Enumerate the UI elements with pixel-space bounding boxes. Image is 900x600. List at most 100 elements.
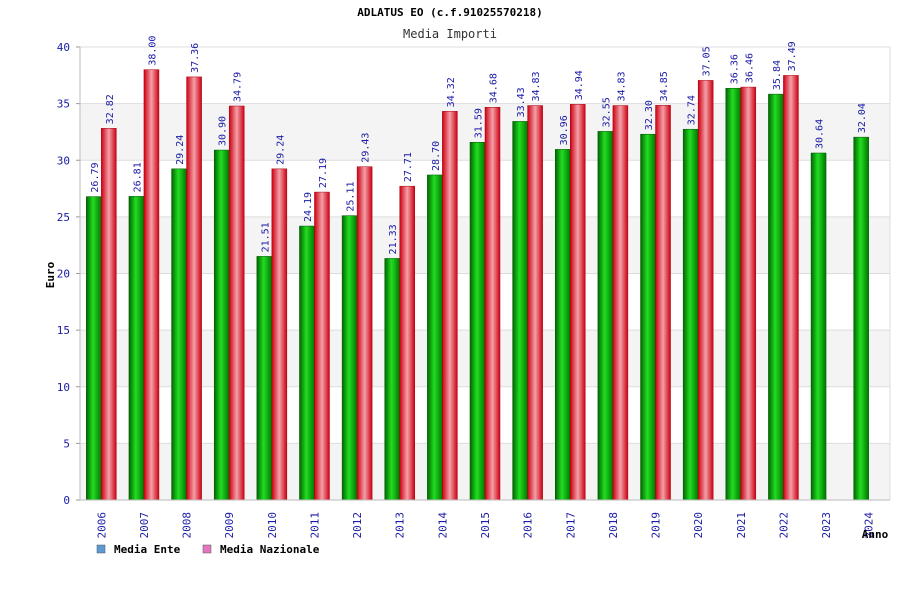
bar-media-nazionale <box>314 191 330 501</box>
bar-media-ente <box>299 225 315 501</box>
x-tick-label: 2020 <box>692 512 705 539</box>
data-label: 34.85 <box>659 71 670 101</box>
bar-media-ente <box>128 196 145 501</box>
axes-group: 0 5 10 15 20 25 30 35 40 2006 2007 2008 2009 2010 2011… <box>57 41 891 539</box>
bar-media-ente <box>597 131 614 501</box>
data-label: 28.70 <box>431 141 442 171</box>
y-tick-label: 10 <box>57 381 70 394</box>
data-labels-group: 26.79 32.82 26.81 38.00 29.24 37.36 30.90 34.79… <box>90 36 868 255</box>
x-tick-label: 2021 <box>735 512 748 539</box>
bar-media-ente <box>853 136 869 501</box>
data-label: 29.24 <box>275 135 286 165</box>
x-tick-label: 2022 <box>777 512 790 539</box>
data-label: 24.19 <box>303 192 314 222</box>
bar-media-nazionale <box>442 111 458 501</box>
bar-media-ente <box>86 196 102 501</box>
data-label: 34.83 <box>531 71 542 101</box>
x-tick-label: 2007 <box>138 512 151 539</box>
data-label: 36.46 <box>744 53 755 83</box>
bar-media-ente <box>555 149 571 501</box>
x-tick-label: 2009 <box>223 512 236 539</box>
data-label: 29.43 <box>361 133 372 163</box>
data-label: 27.71 <box>403 152 414 182</box>
x-tick-label: 2018 <box>607 512 620 539</box>
data-label: 30.90 <box>218 116 229 146</box>
bar-media-ente <box>256 256 273 501</box>
x-tick-label: 2017 <box>564 512 577 539</box>
data-label: 32.55 <box>601 97 612 127</box>
bar-media-ente <box>384 258 400 501</box>
bar-media-ente <box>469 141 486 501</box>
data-label: 34.83 <box>616 71 627 101</box>
bar-media-nazionale <box>484 106 501 501</box>
bar-media-ente <box>213 149 230 501</box>
data-label: 37.49 <box>787 41 798 71</box>
bar-media-ente <box>725 87 742 501</box>
bar-media-nazionale <box>527 105 543 501</box>
x-tick-label: 2015 <box>479 512 492 539</box>
data-label: 26.81 <box>132 162 143 192</box>
x-tick-label: 2019 <box>650 512 663 539</box>
data-label: 34.79 <box>233 72 244 102</box>
bar-media-nazionale <box>740 86 757 501</box>
bar-media-nazionale <box>697 80 714 501</box>
data-label: 21.33 <box>388 224 399 254</box>
x-tick-label: 2024 <box>863 512 876 539</box>
x-tick-label: 2012 <box>351 512 364 539</box>
legend-label-media-nazionale: Media Nazionale <box>220 543 320 556</box>
data-label: 32.74 <box>687 95 698 125</box>
legend: Media Ente Media Nazionale <box>96 543 320 556</box>
data-label: 21.51 <box>260 222 271 252</box>
data-label: 31.59 <box>474 108 485 138</box>
data-label: 32.82 <box>105 94 116 124</box>
y-tick-label: 5 <box>63 437 70 450</box>
bar-media-ente <box>810 152 827 501</box>
bar-media-ente <box>640 133 656 501</box>
x-tick-label: 2014 <box>436 512 449 539</box>
data-label: 30.64 <box>815 119 826 149</box>
data-label: 26.79 <box>90 162 101 192</box>
y-tick-label: 25 <box>57 211 70 224</box>
y-tick-label: 35 <box>57 98 70 111</box>
y-tick-label: 30 <box>57 154 70 167</box>
legend-swatch-media-nazionale <box>202 544 212 554</box>
x-tick-label: 2006 <box>95 512 108 539</box>
data-label: 34.68 <box>489 73 500 103</box>
chart-title: ADLATUS EO (c.f.91025570218) <box>357 6 542 19</box>
data-label: 27.19 <box>318 158 329 188</box>
data-label: 32.30 <box>644 100 655 130</box>
bar-media-nazionale <box>612 105 629 501</box>
x-tick-label: 2013 <box>394 512 407 539</box>
x-tick-label: 2023 <box>820 512 833 539</box>
data-label: 29.24 <box>175 135 186 165</box>
x-axis-label: Anno <box>862 528 889 541</box>
data-label: 38.00 <box>147 36 158 66</box>
x-tick-label: 2008 <box>181 512 194 539</box>
data-label: 36.36 <box>729 54 740 84</box>
legend-swatch-media-ente <box>96 544 106 554</box>
x-tick-label: 2016 <box>522 512 535 539</box>
y-tick-label: 0 <box>63 494 70 507</box>
data-label: 37.05 <box>702 46 713 76</box>
bar-media-ente <box>682 128 699 501</box>
chart-subtitle: Media Importi <box>403 27 497 41</box>
data-label: 33.43 <box>516 87 527 117</box>
data-label: 34.94 <box>574 70 585 100</box>
bar-media-nazionale <box>399 185 415 501</box>
y-tick-label: 15 <box>57 324 70 337</box>
y-tick-label: 20 <box>57 268 70 281</box>
data-label: 35.84 <box>772 60 783 90</box>
bar-media-ente <box>171 168 187 501</box>
legend-label-media-ente: Media Ente <box>114 543 181 556</box>
data-label: 37.36 <box>190 43 201 73</box>
x-tick-label: 2011 <box>308 512 321 539</box>
bar-media-nazionale <box>570 104 586 501</box>
bar-media-nazionale <box>143 69 160 501</box>
y-axis-label: Euro <box>44 261 57 288</box>
data-label: 25.11 <box>346 182 357 212</box>
bar-media-nazionale <box>186 76 202 501</box>
x-tick-label: 2010 <box>266 512 279 539</box>
bar-media-ente <box>768 93 784 501</box>
bar-media-nazionale <box>356 166 373 501</box>
